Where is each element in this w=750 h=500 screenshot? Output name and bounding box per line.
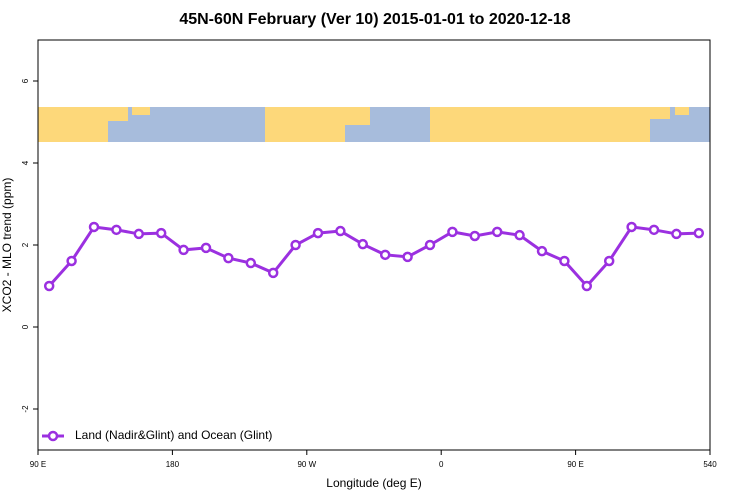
point — [379, 249, 391, 261]
point — [290, 239, 301, 251]
point — [671, 228, 682, 240]
point — [178, 244, 189, 256]
point — [626, 221, 637, 233]
point — [88, 221, 100, 233]
y-tick-label: 6 — [21, 78, 30, 83]
land — [132, 107, 150, 115]
y-tick-label: 2 — [21, 242, 30, 247]
land — [430, 107, 650, 142]
point — [133, 228, 145, 240]
y-tick-label: 0 — [21, 324, 30, 329]
x-tick-label: 90 E — [567, 460, 583, 469]
point — [424, 239, 436, 251]
point — [469, 230, 481, 242]
point — [223, 252, 234, 264]
land — [650, 107, 670, 119]
point — [43, 280, 55, 292]
legend-label: Land (Nadir&Glint) and Ocean (Glint) — [75, 428, 272, 442]
y-axis-label: XCO2 - MLO trend (ppm) — [0, 178, 14, 313]
land — [265, 107, 345, 142]
point — [559, 255, 570, 267]
land — [38, 107, 108, 142]
x-tick-label: 90 W — [297, 460, 316, 469]
legend-marker — [47, 430, 59, 442]
land — [108, 107, 128, 121]
point — [312, 227, 324, 239]
point — [603, 255, 615, 267]
map-band — [38, 107, 710, 142]
point — [402, 251, 413, 263]
point — [514, 229, 525, 241]
land — [345, 107, 370, 125]
point — [491, 226, 503, 238]
point — [335, 225, 346, 237]
land — [675, 107, 689, 115]
point — [581, 280, 593, 292]
x-tick-label: 90 E — [30, 460, 46, 469]
point — [111, 224, 122, 236]
x-tick-label: 180 — [166, 460, 180, 469]
y-tick-label: -2 — [21, 405, 30, 413]
x-tick-label: 0 — [439, 460, 444, 469]
y-tick-label: 4 — [21, 160, 30, 165]
point — [66, 255, 77, 267]
point — [648, 224, 660, 236]
point — [357, 238, 369, 250]
point — [447, 226, 458, 238]
x-tick-label: 540 — [703, 460, 717, 469]
point — [267, 267, 279, 279]
point — [536, 245, 548, 257]
point — [693, 227, 705, 239]
point — [245, 257, 257, 269]
chart-title: 45N-60N February (Ver 10) 2015-01-01 to … — [179, 11, 570, 28]
point — [155, 227, 167, 239]
x-axis-label: Longitude (deg E) — [326, 476, 421, 490]
point — [200, 242, 212, 254]
